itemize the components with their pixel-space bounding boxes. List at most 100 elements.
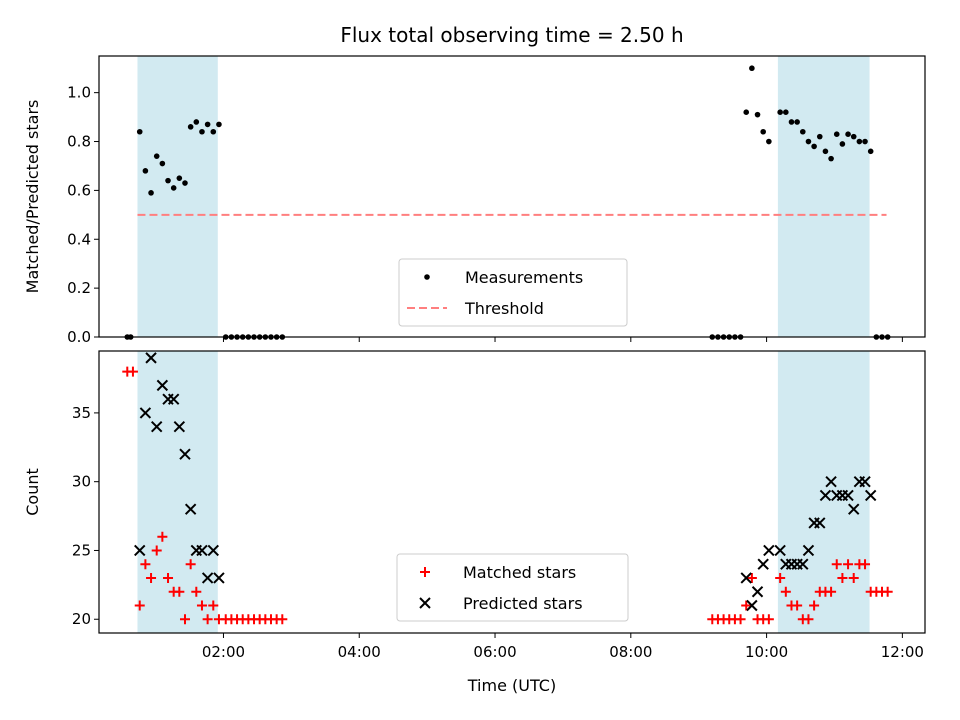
measurement-point	[199, 128, 205, 135]
matched-star-point	[735, 614, 746, 625]
measurement-point	[856, 138, 863, 145]
legend-box	[398, 258, 628, 327]
observing-window-2	[777, 56, 870, 337]
y-tick-label: 35	[72, 404, 91, 422]
predicted-star-point	[134, 544, 146, 557]
legend-measurement-marker	[424, 274, 430, 280]
measurement-point	[170, 185, 177, 191]
matched-star-point	[843, 559, 854, 570]
predicted-star-point	[196, 544, 208, 557]
matched-star-point	[831, 559, 842, 570]
measurement-point	[743, 109, 750, 115]
measurement-point	[816, 133, 823, 140]
matched-star-point	[185, 559, 196, 570]
legend-label: Threshold	[464, 299, 544, 318]
predicted-star-point	[179, 448, 191, 460]
matched-star-point	[174, 586, 185, 597]
measurement-point	[760, 128, 766, 135]
predicted-star-point	[825, 475, 837, 488]
matched-star-point	[179, 614, 190, 625]
measurement-point	[783, 109, 789, 115]
measurement-point	[839, 141, 846, 147]
matched-star-point	[826, 586, 837, 597]
predicted-star-point	[802, 544, 815, 557]
y-tick-label: 0.6	[67, 181, 91, 199]
measurement-point	[867, 148, 874, 155]
matched-star-point	[134, 600, 145, 611]
predicted-star-point	[173, 420, 186, 433]
y-tick-label: 25	[72, 541, 91, 559]
plot-frame	[98, 55, 926, 338]
predicted-star-point	[848, 503, 860, 515]
measurement-point	[749, 65, 755, 72]
measurement-point	[833, 131, 840, 137]
matched-star-point	[151, 545, 162, 556]
predicted-star-point	[150, 420, 163, 433]
predicted-star-point	[167, 393, 180, 405]
measurement-point	[828, 155, 834, 162]
measurement-point	[845, 131, 851, 137]
ratio-panel: 0.0 0.2 0.4 0.6 0.8 1.0 Matched/Predicted star…	[23, 55, 926, 346]
matched-star-point	[208, 600, 219, 611]
legend: Matched stars Predicted stars	[396, 553, 629, 622]
y-tick-label: 0.4	[67, 230, 91, 248]
measurement-point	[754, 111, 761, 118]
matched-star-point	[809, 600, 820, 611]
measurement-point	[811, 143, 817, 150]
measurement-point	[165, 177, 171, 184]
predicted-star-point	[201, 572, 214, 584]
matched-star-point	[763, 614, 774, 625]
measurement-point	[153, 153, 160, 159]
measurement-point	[204, 121, 211, 128]
matched-star-point	[140, 559, 151, 570]
x-axis-label: Time (UTC)	[467, 676, 556, 695]
predicted-star-point	[213, 572, 225, 584]
legend-predicted-marker	[419, 597, 431, 609]
observing-window-1	[137, 351, 218, 633]
predicted-star-point	[842, 489, 854, 502]
matched-star-point	[196, 600, 207, 611]
predicted-star-point	[207, 544, 219, 557]
matched-star-point	[277, 614, 288, 625]
predicted-star-point	[184, 503, 197, 515]
legend-matched-marker	[420, 567, 430, 577]
matched-star-point	[792, 600, 803, 611]
x-tick-label: 06:00	[473, 643, 516, 661]
measurement-point	[159, 160, 166, 167]
matched-star-point	[803, 614, 814, 625]
x-tick-label: 04:00	[338, 643, 381, 661]
measurement-point	[142, 168, 149, 174]
predicted-star-point	[139, 407, 152, 419]
matched-star-point	[882, 586, 893, 597]
measurement-point	[148, 190, 154, 196]
y-axis-label: Matched/Predicted stars	[23, 100, 42, 294]
matched-star-point	[746, 572, 757, 583]
matched-star-point	[127, 366, 138, 377]
measurement-point	[182, 180, 188, 186]
y-tick-label: 0.2	[67, 279, 91, 297]
predicted-star-point	[156, 379, 169, 392]
predicted-star-point	[740, 572, 752, 584]
measurement-point	[176, 175, 183, 181]
measurement-point	[822, 148, 829, 155]
y-tick-label: 30	[72, 473, 91, 491]
observing-window-1	[137, 56, 218, 337]
measurement-point	[766, 138, 772, 145]
matched-star-point	[191, 586, 202, 597]
predicted-star-point	[751, 586, 764, 598]
measurement-point	[187, 124, 194, 130]
measurement-point	[777, 109, 783, 115]
y-tick-label: 1.0	[67, 84, 91, 102]
plot-frame	[98, 350, 926, 634]
legend-label: Measurements	[465, 268, 583, 287]
y-tick-label: 0.0	[67, 328, 91, 346]
predicted-star-point	[763, 544, 775, 557]
measurement-point	[136, 128, 143, 135]
matched-star-point	[848, 572, 859, 583]
measurement-point	[794, 119, 800, 125]
matched-star-point	[860, 559, 871, 570]
measurement-point	[850, 133, 857, 140]
measurement-point	[210, 128, 217, 135]
x-tick-label: 02:00	[202, 643, 245, 661]
